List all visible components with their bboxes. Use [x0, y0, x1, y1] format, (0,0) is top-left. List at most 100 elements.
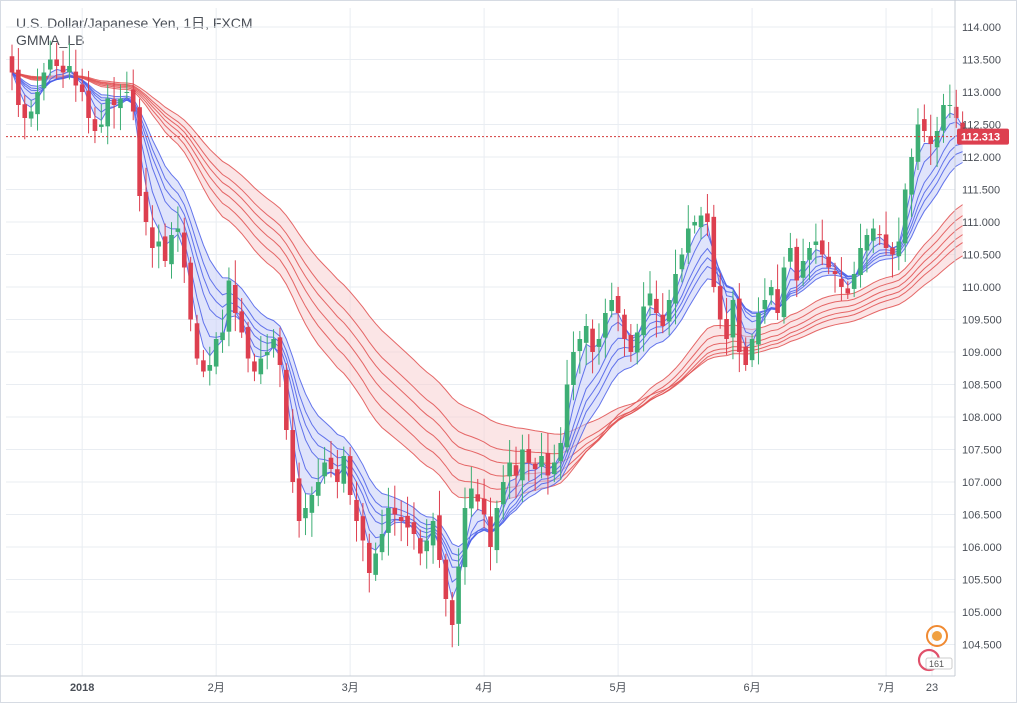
candle-body — [213, 339, 219, 367]
x-tick-label: 6月 — [744, 682, 761, 694]
candle-body — [360, 516, 366, 541]
candle-body — [9, 56, 15, 73]
candle-body — [826, 256, 831, 268]
candle-body — [507, 462, 512, 477]
candle-body — [756, 313, 761, 345]
y-tick-label: 105.500 — [962, 575, 1002, 587]
candle-body — [488, 516, 493, 547]
candle-body — [685, 228, 691, 253]
y-tick-label: 109.000 — [962, 347, 1002, 359]
candle-body — [934, 131, 940, 148]
candle-body — [871, 228, 876, 241]
candle-body — [341, 456, 347, 484]
candle-body — [290, 430, 296, 482]
candle-body — [558, 443, 563, 462]
candle-body — [832, 271, 838, 274]
candle-body — [28, 111, 34, 119]
x-tick-label: 23 — [926, 682, 938, 694]
candle-body — [552, 462, 557, 475]
y-tick-label: 111.500 — [962, 185, 1000, 197]
candle-body — [845, 288, 851, 294]
candle-body — [35, 92, 40, 115]
y-tick-label: 113.000 — [962, 87, 1001, 99]
candle-body — [124, 92, 130, 93]
long-ma-line-35 — [11, 72, 963, 490]
candle-body — [788, 248, 793, 262]
candle-body — [915, 124, 921, 162]
short-ma-line-12 — [11, 72, 963, 556]
candle-body — [717, 286, 723, 320]
candle-body — [864, 235, 870, 251]
y-tick-label: 114.000 — [962, 22, 1001, 34]
x-tick-label: 2月 — [208, 682, 225, 694]
candle-body — [794, 246, 800, 281]
candle-body — [73, 71, 79, 86]
candle-body — [354, 499, 359, 521]
candle-body — [264, 352, 270, 356]
candle-body — [201, 360, 206, 372]
candle-body — [111, 99, 117, 105]
candle-body — [449, 600, 455, 625]
candle-body — [513, 465, 519, 476]
candle-body — [679, 254, 685, 270]
candle-body — [462, 508, 468, 568]
y-tick-label: 107.500 — [962, 445, 1002, 457]
candle-body — [577, 339, 583, 352]
candle-body — [252, 361, 257, 372]
candle-body — [666, 300, 672, 322]
axes: 114.000 113.500 113.000 112.500 112.000 111.5… — [0, 0, 1009, 694]
y-tick-label: 113.500 — [962, 55, 1001, 67]
candle-body — [705, 213, 710, 222]
candle-body — [941, 105, 946, 131]
candle-body — [226, 280, 232, 332]
candle-body — [16, 69, 21, 105]
candle-body — [647, 293, 653, 306]
candle-body — [418, 538, 423, 554]
candle-body — [315, 482, 321, 496]
candle-body — [258, 358, 264, 375]
candle-body — [335, 469, 340, 482]
candles — [9, 40, 965, 648]
y-tick-label: 105.000 — [962, 607, 1002, 619]
candle-body — [858, 248, 863, 276]
candle-body — [532, 463, 538, 469]
long-ma-line-60 — [11, 72, 963, 435]
last-price-tag — [957, 128, 1009, 145]
candle-body — [539, 456, 544, 467]
candle-body — [347, 456, 353, 495]
candle-body — [47, 59, 53, 70]
candle-body — [520, 449, 525, 481]
candle-body — [169, 235, 174, 265]
candle-body — [424, 540, 429, 552]
candle-body — [130, 89, 136, 112]
x-tick-label: 7月 — [877, 682, 894, 694]
candle-body — [692, 222, 697, 226]
long-ma-line-45 — [11, 72, 963, 465]
candle-body — [366, 542, 372, 573]
y-tick-label: 104.500 — [962, 640, 1002, 652]
candle-body — [762, 300, 768, 310]
y-tick-label: 107.000 — [962, 477, 1002, 489]
candle-body — [909, 157, 914, 195]
short-ma-fill — [12, 68, 963, 599]
candle-body — [698, 215, 704, 228]
long-ma-line-50 — [11, 72, 963, 455]
candle-body — [877, 234, 882, 236]
candle-body — [615, 296, 621, 313]
watermark-text: 161 — [929, 659, 944, 669]
candle-body — [245, 327, 251, 359]
candle-body — [737, 298, 742, 352]
candle-body — [622, 314, 627, 339]
candle-body — [398, 517, 404, 521]
candle-body — [781, 267, 787, 318]
candle-body — [494, 508, 500, 551]
long-ma-line-40 — [11, 72, 963, 477]
candle-body — [430, 521, 436, 546]
candle-body — [730, 300, 736, 338]
candle-body — [284, 369, 289, 430]
candle-body — [277, 337, 283, 365]
candle-body — [79, 84, 85, 92]
candle-body — [303, 508, 308, 519]
candle-body — [143, 191, 149, 222]
